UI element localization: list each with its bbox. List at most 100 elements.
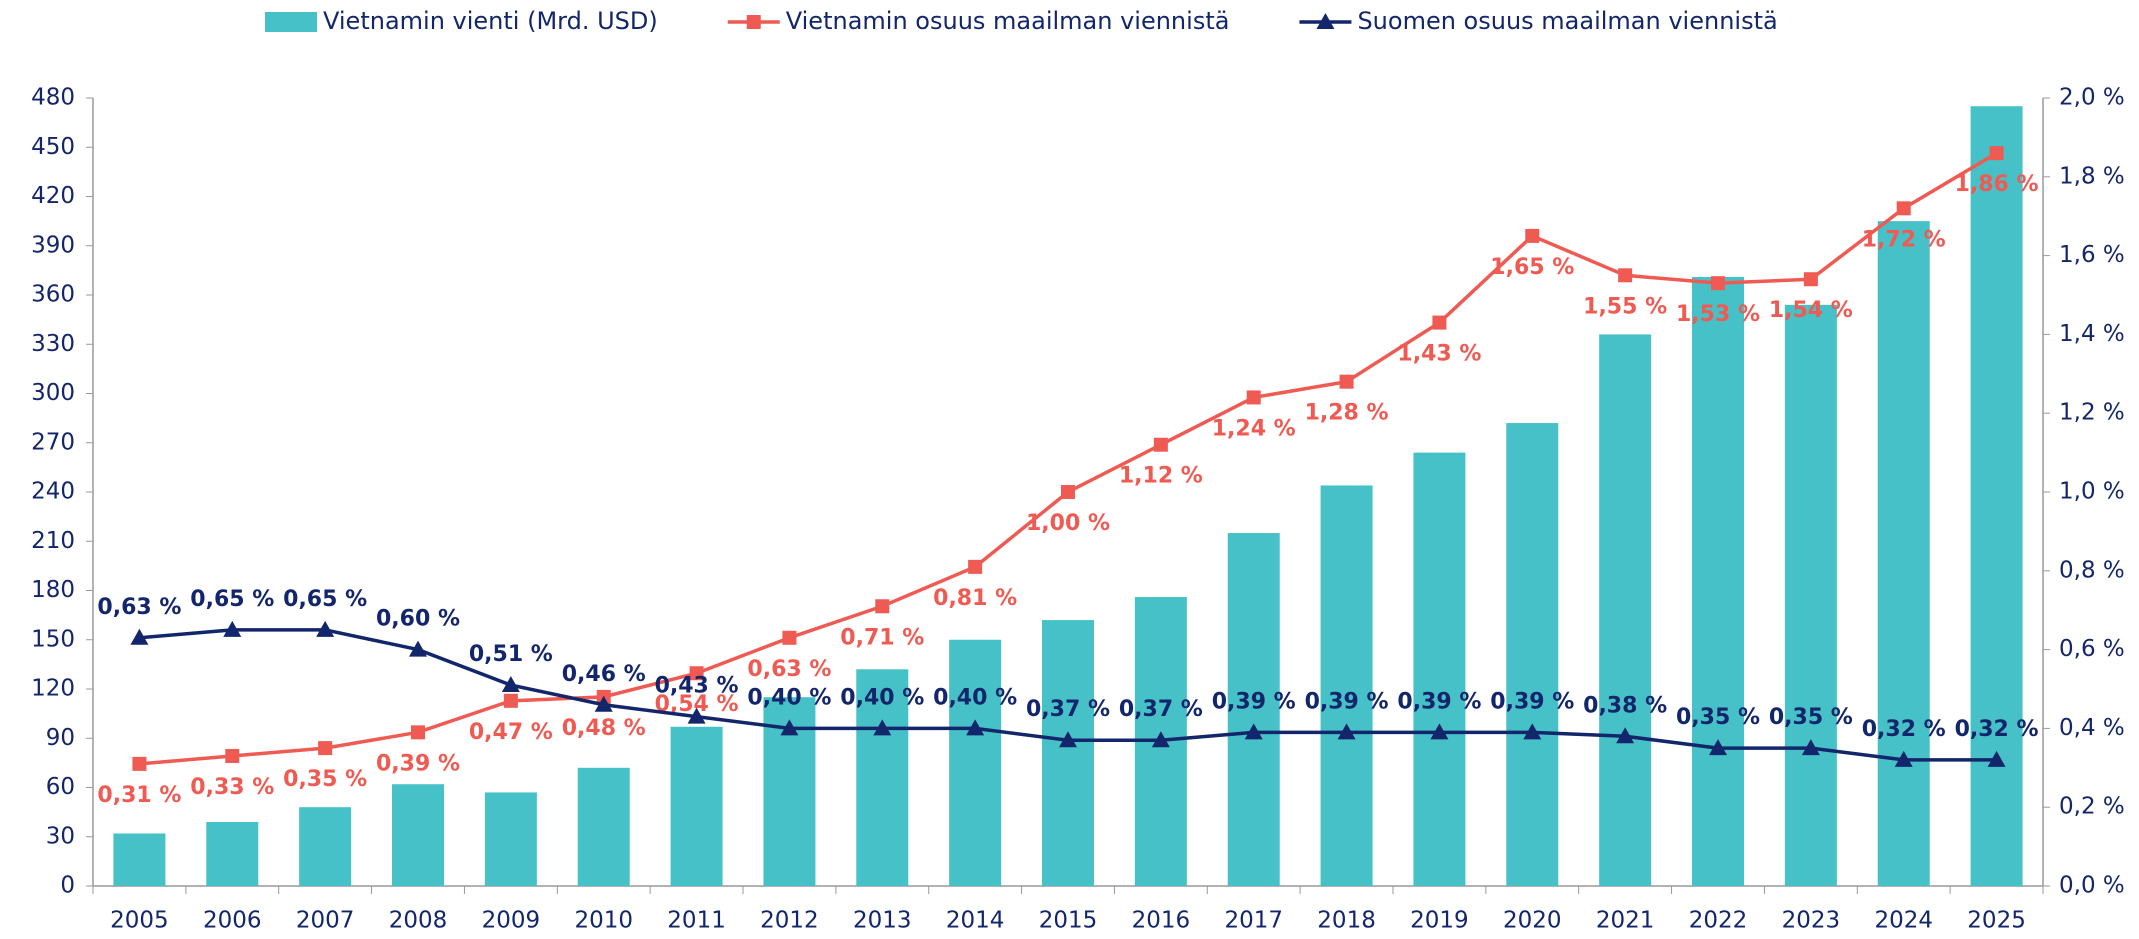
x-tick-label: 2005 xyxy=(110,908,169,934)
bar xyxy=(856,669,909,886)
marker xyxy=(1525,228,1540,243)
marker xyxy=(223,620,242,637)
data-label: 0,51 % xyxy=(469,642,553,667)
bar xyxy=(1506,423,1559,886)
y-tick-label: 270 xyxy=(31,429,75,455)
data-label: 0,33 % xyxy=(190,775,274,800)
marker xyxy=(316,620,335,637)
marker xyxy=(780,719,799,736)
y2-tick-label: 1,8 % xyxy=(2059,163,2125,189)
data-label: 0,81 % xyxy=(933,586,1017,611)
bar xyxy=(1784,304,1837,887)
y-tick-label: 300 xyxy=(31,380,75,406)
x-tick-label: 2012 xyxy=(760,908,819,934)
bar xyxy=(392,784,444,886)
x-tick-label: 2017 xyxy=(1224,908,1283,934)
x-tick-label: 2011 xyxy=(667,908,726,934)
x-tick-label: 2021 xyxy=(1596,908,1655,934)
marker xyxy=(132,756,147,771)
data-label: 0,71 % xyxy=(840,625,924,650)
y-tick-label: 330 xyxy=(31,331,75,357)
y-tick-label: 390 xyxy=(31,232,75,258)
marker xyxy=(1061,485,1075,499)
bar xyxy=(670,726,723,886)
data-label: 0,32 % xyxy=(1862,717,1946,742)
y-tick-label: 360 xyxy=(31,282,75,308)
x-tick-label: 2015 xyxy=(1039,908,1098,934)
data-label: 1,55 % xyxy=(1583,294,1667,319)
data-label: 0,40 % xyxy=(747,685,831,710)
y-tick-label: 450 xyxy=(31,134,75,160)
y2-tick-label: 0,6 % xyxy=(2059,636,2125,662)
marker xyxy=(409,640,427,657)
data-label: 0,35 % xyxy=(1676,705,1760,730)
marker xyxy=(687,707,706,724)
marker xyxy=(968,559,983,574)
data-label: 0,63 % xyxy=(747,657,831,682)
data-label: 1,72 % xyxy=(1862,227,1946,252)
x-tick-label: 2008 xyxy=(389,908,448,934)
legend-swatch xyxy=(265,12,317,32)
marker xyxy=(1803,272,1818,287)
legend-item: Vietnamin osuus maailman viennistä xyxy=(727,7,1229,35)
data-label: 0,65 % xyxy=(283,587,367,612)
legend-marker xyxy=(746,15,761,29)
x-tick-label: 2024 xyxy=(1874,908,1933,934)
marker xyxy=(1896,201,1911,216)
marker xyxy=(1709,739,1727,756)
marker xyxy=(1987,750,2006,767)
x-tick-label: 2010 xyxy=(574,908,633,934)
data-label: 0,39 % xyxy=(1397,689,1481,714)
bar xyxy=(299,807,352,886)
data-label: 1,28 % xyxy=(1305,401,1389,426)
marker xyxy=(1523,723,1542,740)
bar xyxy=(484,792,537,886)
data-label: 0,39 % xyxy=(1212,689,1296,714)
marker xyxy=(503,693,518,708)
y-tick-label: 60 xyxy=(46,774,75,800)
y2-tick-label: 0,8 % xyxy=(2059,557,2125,583)
data-label: 1,54 % xyxy=(1769,298,1853,323)
data-label: 0,35 % xyxy=(283,767,367,792)
x-tick-label: 2014 xyxy=(946,908,1005,934)
y2-tick-label: 1,4 % xyxy=(2059,321,2125,347)
x-tick-label: 2006 xyxy=(203,908,262,934)
marker xyxy=(966,719,985,736)
marker xyxy=(225,748,240,763)
bar xyxy=(1227,533,1280,886)
data-label: 1,12 % xyxy=(1119,464,1203,489)
marker xyxy=(1801,739,1820,756)
bar xyxy=(1599,334,1652,886)
bar xyxy=(206,821,259,886)
data-label: 0,48 % xyxy=(562,716,646,741)
y-tick-label: 480 xyxy=(31,85,75,111)
marker xyxy=(318,741,333,756)
marker xyxy=(594,695,613,712)
y-tick-label: 240 xyxy=(31,479,75,505)
legend-item: Suomen osuus maailman viennistä xyxy=(1299,7,1778,35)
y-tick-label: 0 xyxy=(60,873,75,899)
y-tick-label: 180 xyxy=(31,577,75,603)
data-label: 0,31 % xyxy=(97,783,181,808)
bar xyxy=(1042,620,1094,886)
bar xyxy=(1413,452,1466,886)
marker xyxy=(1153,437,1168,452)
y2-tick-label: 1,0 % xyxy=(2059,479,2125,505)
data-label: 0,65 % xyxy=(190,587,274,612)
bar xyxy=(577,767,630,886)
y-tick-label: 210 xyxy=(31,528,75,554)
marker xyxy=(689,666,704,681)
data-label: 0,43 % xyxy=(655,674,739,699)
marker xyxy=(1618,268,1633,283)
y-tick-label: 30 xyxy=(46,823,75,849)
bar xyxy=(1877,221,1930,886)
data-label: 0,35 % xyxy=(1769,705,1853,730)
x-tick-label: 2020 xyxy=(1503,908,1562,934)
data-label: 0,60 % xyxy=(376,607,460,632)
marker xyxy=(1339,374,1354,389)
y-tick-label: 420 xyxy=(31,183,75,209)
x-tick-label: 2009 xyxy=(482,908,541,934)
y-tick-label: 150 xyxy=(31,626,75,652)
y-tick-label: 120 xyxy=(31,676,75,702)
data-label: 0,40 % xyxy=(840,685,924,710)
